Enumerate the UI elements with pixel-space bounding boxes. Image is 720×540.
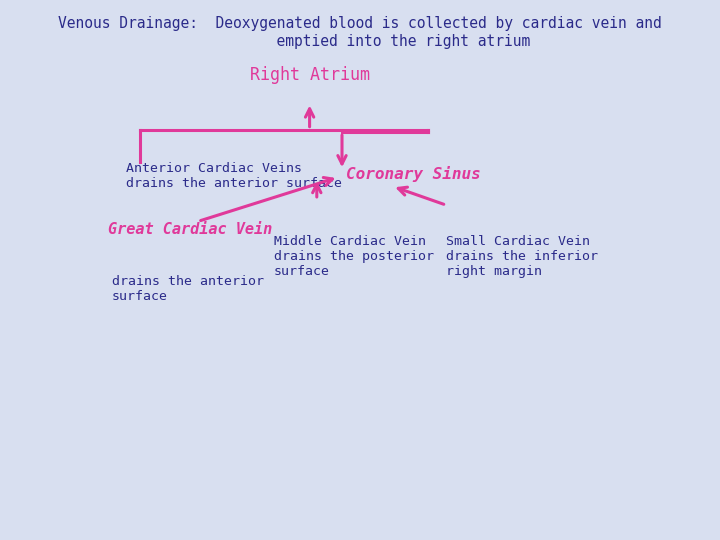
- Text: Venous Drainage:  Deoxygenated blood is collected by cardiac vein and
          : Venous Drainage: Deoxygenated blood is c…: [58, 16, 662, 49]
- Text: Small Cardiac Vein
drains the inferior
right margin: Small Cardiac Vein drains the inferior r…: [446, 235, 598, 278]
- Text: drains the anterior
surface: drains the anterior surface: [112, 275, 264, 303]
- Text: Middle Cardiac Vein
drains the posterior
surface: Middle Cardiac Vein drains the posterior…: [274, 235, 433, 278]
- Text: Coronary Sinus: Coronary Sinus: [346, 166, 480, 182]
- Text: Anterior Cardiac Veins
drains the anterior surface: Anterior Cardiac Veins drains the anteri…: [126, 162, 342, 190]
- Text: Great Cardiac Vein: Great Cardiac Vein: [108, 222, 272, 237]
- Text: Right Atrium: Right Atrium: [250, 66, 369, 84]
